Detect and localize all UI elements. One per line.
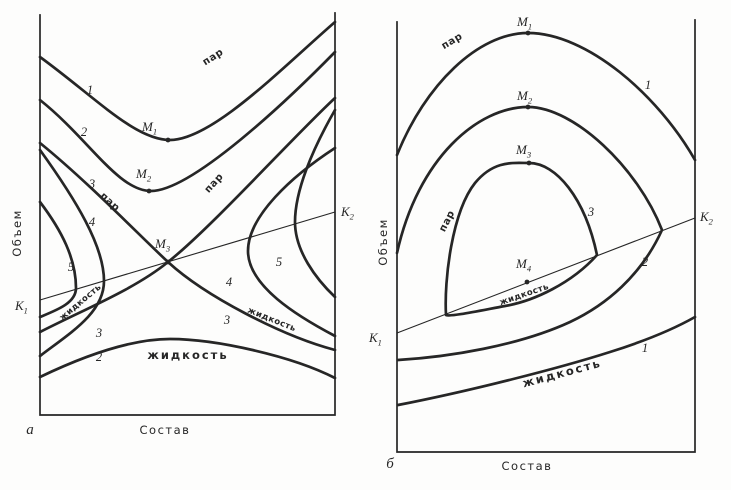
panel-a-region-par-upper: пар	[201, 47, 226, 69]
panel-a-label-m1: M1	[141, 119, 157, 137]
panel-a-curve-5-right-branch	[293, 108, 337, 299]
panel-a-y-axis-label: Объем	[10, 209, 24, 257]
panel-b-curve-3-closed-loop	[444, 161, 599, 317]
panel-a-label-curve-5: 5	[68, 260, 74, 274]
panel-b-point-m1	[525, 30, 531, 36]
panel-a-label-k1: K1	[14, 298, 28, 316]
panel-a-label-k2: K2	[340, 204, 355, 222]
panel-b-point-m3	[526, 160, 532, 166]
panel-b-letter: б	[386, 456, 394, 472]
panel-b-x-axis-label: Состав	[502, 459, 553, 473]
panel-a-label-curve-2-liquid: 2	[96, 350, 102, 364]
panel-a-label-curve-3-liquid-left: 3	[95, 326, 102, 340]
panel-b-curve-2-loop	[395, 105, 664, 362]
panel-a-curve-3-ascending	[38, 96, 337, 334]
panel-a-curve-5-left-branch	[38, 200, 78, 319]
panel-a-x-axis-label: Состав	[140, 423, 191, 437]
panel-b-label-m3: M3	[515, 142, 531, 160]
panel-a-curve-2-vapor	[38, 50, 337, 193]
panel-a-label-curve-5-right: 5	[276, 255, 282, 269]
panel-b-label-m4: M4	[515, 256, 532, 274]
panel-b-curve-1-vapor-dome	[395, 31, 697, 162]
panel-a-critical-line-k1-k2	[39, 211, 336, 301]
panel-a-label-curve-4: 4	[89, 215, 95, 229]
panel-b-label-curve-2: 2	[642, 255, 648, 269]
panel-b-point-m2	[525, 104, 531, 110]
panel-a-label-m2: M2	[135, 166, 152, 184]
panel-a-label-curve-3-liquid-right: 3	[223, 313, 230, 327]
panel-b-axes	[396, 19, 696, 453]
panel-b-region-zhidkost-bottom: жидкость	[521, 356, 603, 391]
panel-b-curve-1-liquid	[396, 315, 697, 407]
panel-a-point-m3	[165, 259, 171, 265]
panel-a-label-curve-1: 1	[87, 83, 93, 97]
panel-b-label-k1: K1	[368, 330, 382, 348]
panel-b-y-axis-label: Объем	[376, 218, 390, 266]
panel-b-label-m1: M1	[516, 14, 532, 32]
panel-a-curve-4-left-branch	[38, 148, 106, 358]
panel-a-label-curve-2: 2	[81, 125, 87, 139]
panel-a-label-m3: M3	[154, 236, 170, 254]
panel-a-curve-4-right-branch	[246, 146, 337, 338]
panel-a-region-zhidkost-bottom: жидкость	[147, 348, 228, 362]
panel-a-point-m2	[146, 188, 152, 194]
panel-a-curve-2-liquid	[38, 337, 337, 380]
panel-b: 1 2 3 1 M1 M2 M3 M4 K1 K2 пар пар жидкос…	[368, 14, 714, 473]
panel-b-label-curve-1-liquid: 1	[642, 341, 648, 355]
panel-a-axes	[39, 12, 336, 416]
panel-a-letter: а	[26, 422, 34, 438]
panel-b-critical-line-k1-k2	[396, 217, 696, 334]
panel-b-point-m4	[524, 279, 530, 285]
panel-b-region-par-outer: пар	[440, 31, 465, 52]
panel-a-region-zhidkost-left: жидкость	[58, 282, 104, 323]
panel-b-label-k2: K2	[699, 209, 714, 227]
panel-a-label-curve-3: 3	[88, 177, 95, 191]
panel-a-region-par-left: пар	[98, 191, 122, 214]
panel-a-region-par-mid: пар	[203, 171, 226, 195]
panel-a: 1 2 3 4 5 4 5 3 3 2 M1 M2 M3 K1 K2 пар п…	[10, 12, 355, 438]
panel-a-point-m1	[165, 137, 171, 143]
panel-b-label-m2: M2	[516, 88, 533, 106]
panel-b-label-curve-1-vapor: 1	[645, 78, 651, 92]
panel-a-curve-1-vapor	[38, 20, 337, 142]
panel-a-label-curve-4-right: 4	[226, 275, 232, 289]
panel-b-label-curve-3: 3	[587, 205, 594, 219]
